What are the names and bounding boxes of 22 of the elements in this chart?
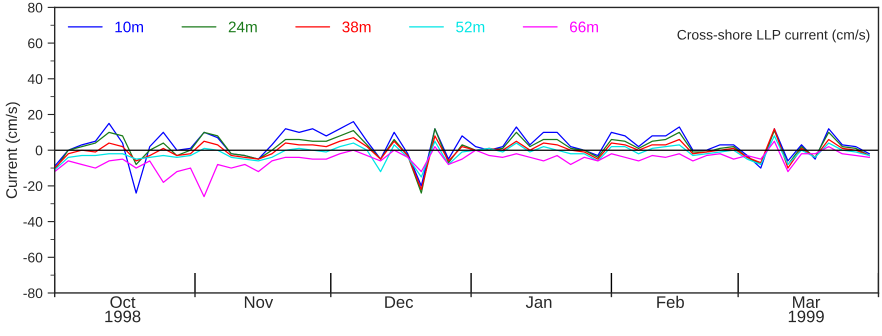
y-tick-label: 60 xyxy=(28,38,42,48)
legend-label: 10m xyxy=(115,22,143,32)
y-axis-title: Current (cm/s) xyxy=(6,102,20,198)
x-tick-label: Mar 1999 xyxy=(788,296,824,322)
x-tick-label: Nov xyxy=(244,296,274,308)
legend-label: 66m xyxy=(570,22,598,32)
x-tick-label: Dec xyxy=(385,296,414,308)
x-tick-label: Jan xyxy=(526,296,552,308)
annotation: Cross-shore LLP current (cm/s) xyxy=(677,29,870,42)
y-tick-label: -80 xyxy=(23,288,42,298)
y-tick-label: 20 xyxy=(28,110,42,120)
legend-label: 38m xyxy=(342,22,370,32)
y-tick-label: 80 xyxy=(28,2,42,13)
y-tick-label: -20 xyxy=(23,181,42,192)
x-tick-label: Feb xyxy=(657,296,684,308)
legend-label: 24m xyxy=(228,22,257,32)
y-tick-label: -60 xyxy=(23,252,42,262)
y-tick-label: 40 xyxy=(28,74,42,84)
y-tick-label: 0 xyxy=(36,146,42,156)
x-tick-label: Oct 1998 xyxy=(105,296,140,322)
y-tick-label: -40 xyxy=(23,216,42,227)
legend-label: 52m xyxy=(456,22,484,32)
